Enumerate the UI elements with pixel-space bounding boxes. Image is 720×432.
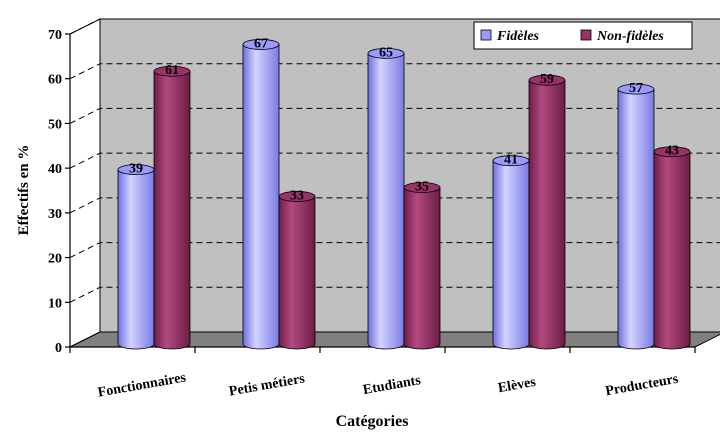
y-tick-label: 20 bbox=[48, 252, 62, 267]
legend-swatch-non-fideles bbox=[580, 29, 592, 41]
data-label: 59 bbox=[540, 72, 554, 87]
bar bbox=[153, 65, 191, 350]
legend-swatch-fideles bbox=[480, 29, 492, 41]
bar-body bbox=[492, 160, 530, 350]
y-tick-label: 70 bbox=[48, 28, 62, 43]
grid-line bbox=[69, 107, 720, 124]
bar-body bbox=[153, 70, 191, 350]
bar-body bbox=[403, 187, 441, 350]
bar bbox=[617, 83, 655, 350]
bar bbox=[492, 155, 530, 350]
x-tick-label: Producteurs bbox=[604, 372, 680, 400]
data-label: 39 bbox=[129, 162, 143, 177]
grid-line bbox=[69, 152, 720, 169]
x-tick-label: Petis métiers bbox=[228, 371, 307, 399]
y-tick-label: 60 bbox=[48, 73, 62, 88]
data-label: 35 bbox=[415, 180, 429, 195]
bar-body bbox=[367, 52, 405, 350]
data-label: 41 bbox=[504, 153, 518, 168]
data-label: 33 bbox=[290, 188, 304, 203]
y-tick-label: 0 bbox=[55, 341, 62, 356]
bar bbox=[278, 191, 316, 350]
bar-top bbox=[153, 65, 191, 77]
bar-top bbox=[403, 182, 441, 193]
x-tick-label: Elèves bbox=[497, 375, 538, 396]
data-labels: 39 67 65 41 57 61 33 35 59 43 bbox=[129, 36, 679, 203]
y-tick-label: 30 bbox=[48, 207, 62, 222]
data-label: 43 bbox=[665, 144, 679, 159]
bar bbox=[403, 182, 441, 350]
y-tick-label: 50 bbox=[48, 117, 62, 132]
grid-line bbox=[69, 18, 720, 35]
x-tick-label: Fonctionnaires bbox=[97, 370, 188, 400]
y-tick-label: 40 bbox=[48, 162, 62, 177]
bar-top bbox=[242, 39, 280, 50]
bar bbox=[528, 74, 566, 350]
bar-top bbox=[653, 146, 691, 158]
bar bbox=[653, 146, 691, 350]
side-wall bbox=[69, 18, 101, 348]
x-tick-label: Etudiants bbox=[362, 373, 423, 398]
bar-body bbox=[278, 196, 316, 350]
bar-body bbox=[528, 79, 566, 350]
bar bbox=[367, 47, 405, 350]
y-axis: 0 10 20 30 40 50 60 70 bbox=[48, 28, 71, 356]
bar-top bbox=[528, 74, 566, 86]
legend-label-fideles: Fidèles bbox=[496, 29, 540, 44]
bar-body bbox=[117, 169, 155, 350]
bar bbox=[242, 39, 280, 350]
y-axis-title: Effectifs en % bbox=[16, 145, 32, 236]
x-axis: Fonctionnaires Petis métiers Etudiants Elèv… bbox=[69, 346, 696, 401]
data-label: 67 bbox=[254, 36, 268, 51]
data-label: 61 bbox=[165, 63, 179, 78]
legend: Fidèles Non-fidèles bbox=[473, 21, 693, 50]
data-label: 65 bbox=[379, 45, 393, 60]
bars bbox=[117, 39, 691, 350]
bar-body bbox=[653, 151, 691, 350]
bar-body bbox=[617, 88, 655, 350]
bar bbox=[117, 164, 155, 350]
grid-line bbox=[69, 63, 720, 80]
legend-label-non-fideles: Non-fidèles bbox=[596, 29, 664, 44]
bar-top bbox=[367, 47, 405, 59]
data-label: 57 bbox=[629, 81, 643, 96]
bar-top bbox=[617, 83, 655, 95]
bar-body bbox=[242, 44, 280, 350]
bar-top bbox=[278, 191, 316, 202]
y-tick-label: 10 bbox=[48, 296, 62, 311]
x-axis-title: Catégories bbox=[336, 413, 409, 430]
